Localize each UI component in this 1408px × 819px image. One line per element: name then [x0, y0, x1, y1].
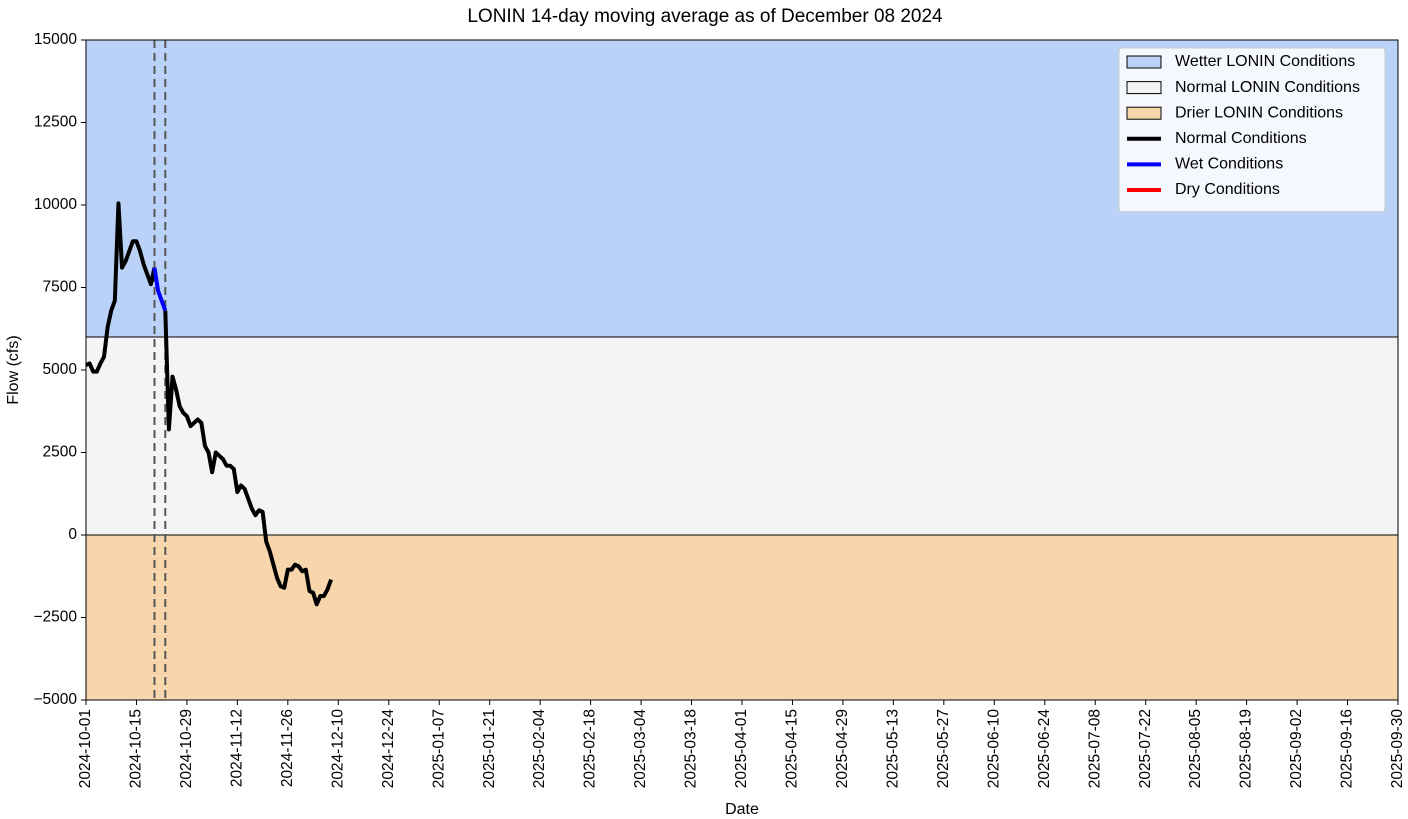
x-tick-label: 2025-04-15 [784, 709, 801, 788]
y-tick-label: 7500 [43, 279, 78, 296]
x-tick-label: 2025-06-10 [985, 709, 1002, 789]
x-tick-label: 2025-01-21 [481, 709, 498, 788]
x-tick-label: 2025-02-18 [582, 709, 599, 788]
x-tick-label: 2025-01-07 [430, 709, 447, 788]
x-tick-label: 2025-04-29 [834, 709, 851, 788]
x-tick-label: 2025-02-04 [531, 709, 548, 789]
x-tick-label: 2025-05-27 [935, 709, 952, 788]
band [86, 337, 1398, 535]
x-tick-label: 2024-11-26 [279, 709, 296, 787]
legend-label: Wetter LONIN Conditions [1175, 53, 1355, 70]
y-axis-label: Flow (cfs) [5, 335, 22, 404]
legend-label: Normal LONIN Conditions [1175, 79, 1360, 96]
y-tick-label: 0 [68, 526, 77, 543]
legend-label: Drier LONIN Conditions [1175, 104, 1343, 121]
x-tick-label: 2024-12-24 [380, 709, 397, 789]
x-tick-label: 2025-08-05 [1187, 709, 1204, 788]
y-tick-label: −5000 [33, 691, 77, 708]
x-tick-label: 2024-10-01 [77, 709, 94, 788]
y-tick-label: 15000 [34, 31, 77, 48]
x-tick-label: 2025-08-19 [1238, 709, 1255, 788]
x-tick-label: 2024-11-12 [228, 709, 245, 787]
x-tick-label: 2025-09-16 [1339, 709, 1356, 788]
x-tick-label: 2025-09-02 [1288, 709, 1305, 788]
x-tick-label: 2025-06-24 [1036, 709, 1053, 789]
y-tick-label: 2500 [43, 444, 78, 461]
legend-swatch [1126, 106, 1162, 120]
x-tick-label: 2024-10-15 [128, 709, 145, 788]
y-tick-label: 10000 [34, 196, 77, 213]
legend: Wetter LONIN Conditions Normal LONIN Cond… [1118, 47, 1386, 213]
chart-title: LONIN 14-day moving average as of Decemb… [467, 6, 943, 27]
x-tick-label: 2024-12-10 [329, 709, 346, 789]
x-tick-label: 2025-05-13 [884, 709, 901, 788]
x-tick-label: 2025-07-22 [1137, 709, 1154, 788]
legend-box [1118, 47, 1386, 213]
x-axis-label: Date [725, 801, 759, 818]
line-series [152, 267, 168, 312]
x-tick-label: 2025-03-18 [683, 709, 700, 788]
y-tick-label: −2500 [33, 609, 77, 626]
legend-label: Dry Conditions [1175, 181, 1280, 198]
y-tick-label: 5000 [43, 361, 78, 378]
legend-label: Normal Conditions [1175, 130, 1307, 147]
x-tick-label: 2025-04-01 [733, 709, 750, 788]
legend-label: Wet Conditions [1175, 156, 1283, 173]
band [86, 535, 1398, 700]
x-tick-label: 2024-10-29 [178, 709, 195, 788]
legend-swatch [1126, 55, 1162, 69]
x-tick-label: 2025-03-04 [632, 709, 649, 789]
y-tick-label: 12500 [34, 114, 77, 131]
x-tick-label: 2025-07-08 [1086, 709, 1103, 788]
line-series [85, 201, 333, 607]
x-tick-label: 2025-09-30 [1389, 709, 1406, 789]
legend-swatch [1126, 81, 1162, 95]
